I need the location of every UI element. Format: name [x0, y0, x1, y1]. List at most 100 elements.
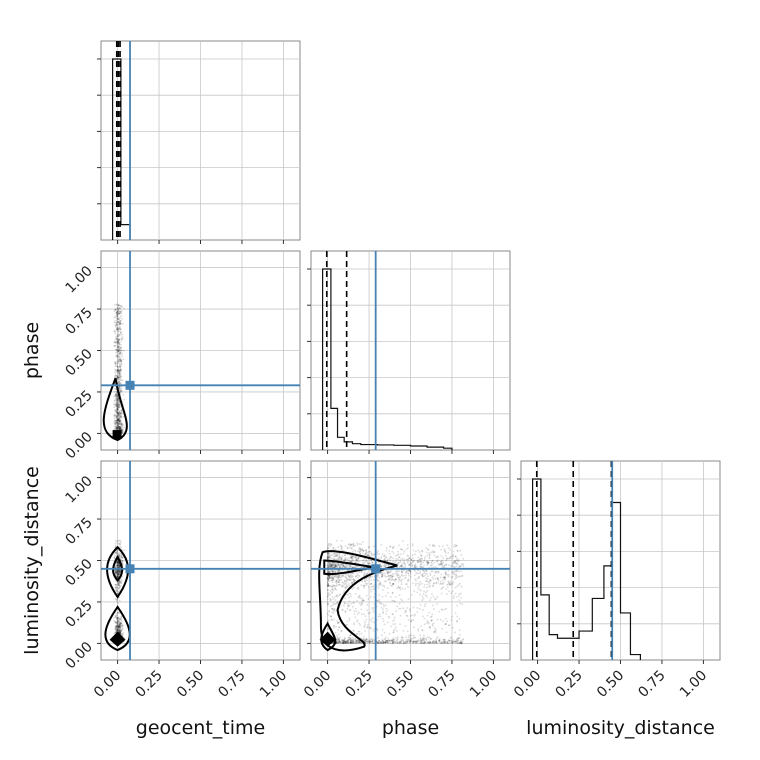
- sample-point: [455, 576, 458, 579]
- sample-point: [117, 576, 119, 579]
- sample-point: [119, 391, 122, 394]
- sample-point: [423, 571, 426, 574]
- sample-point: [117, 414, 119, 416]
- sample-point: [409, 640, 412, 642]
- sample-point: [118, 411, 120, 414]
- sample-point: [383, 631, 386, 634]
- sample-point: [349, 573, 352, 576]
- sample-point: [116, 369, 119, 372]
- sample-point: [442, 583, 444, 585]
- sample-point: [392, 637, 395, 640]
- sample-point: [326, 547, 329, 549]
- sample-point: [403, 577, 406, 580]
- sample-point: [118, 346, 121, 349]
- sample-point: [371, 638, 374, 641]
- sample-point: [331, 570, 334, 573]
- sample-point: [118, 404, 121, 407]
- sample-point: [450, 592, 453, 595]
- sample-point: [119, 387, 122, 390]
- sample-point: [122, 632, 125, 634]
- sample-point: [406, 561, 409, 564]
- sample-point: [117, 419, 120, 422]
- sample-point: [115, 375, 118, 377]
- sample-point: [423, 617, 426, 620]
- sample-point: [399, 607, 402, 610]
- sample-point: [341, 549, 343, 552]
- sample-point: [115, 392, 118, 395]
- sample-point: [346, 594, 349, 597]
- sample-point: [347, 578, 349, 581]
- sample-point: [384, 604, 387, 607]
- sample-point: [444, 572, 447, 575]
- sample-point: [462, 565, 465, 568]
- sample-point: [326, 585, 329, 588]
- sample-point: [359, 551, 361, 553]
- sample-point: [423, 623, 426, 626]
- sample-point: [329, 565, 332, 567]
- sample-point: [116, 576, 119, 579]
- sample-point: [347, 543, 350, 546]
- sample-point: [408, 564, 411, 566]
- sample-point: [454, 574, 457, 576]
- sample-point: [392, 638, 395, 641]
- sample-point: [429, 637, 432, 640]
- sample-point: [327, 554, 330, 557]
- sample-point: [357, 556, 359, 558]
- sample-point: [432, 585, 435, 588]
- sample-point: [460, 564, 463, 567]
- sample-point: [342, 581, 345, 584]
- sample-point: [386, 572, 389, 575]
- sample-point: [376, 574, 379, 577]
- sample-point: [420, 640, 423, 643]
- sample-point: [119, 415, 122, 418]
- sample-point: [380, 557, 382, 560]
- sample-point: [356, 542, 359, 545]
- sample-point: [118, 312, 120, 315]
- sample-point: [447, 551, 450, 554]
- sample-point: [116, 411, 119, 414]
- sample-point: [328, 575, 330, 578]
- sample-point: [115, 336, 117, 339]
- sample-point: [440, 642, 442, 645]
- sample-point: [327, 578, 329, 581]
- sample-point: [414, 564, 417, 567]
- sample-point: [332, 625, 335, 628]
- sample-point: [451, 571, 454, 573]
- sample-point: [337, 637, 339, 640]
- sample-point: [426, 586, 428, 589]
- sample-point: [117, 417, 120, 420]
- sample-point: [459, 640, 462, 643]
- sample-point: [385, 639, 388, 642]
- sample-point: [119, 622, 122, 625]
- sample-point: [117, 629, 119, 632]
- sample-point: [326, 594, 329, 597]
- sample-point: [335, 584, 338, 587]
- sample-point: [435, 560, 438, 563]
- sample-point: [117, 307, 120, 310]
- sample-point: [383, 584, 385, 587]
- sample-point: [349, 595, 352, 598]
- sample-point: [119, 629, 122, 632]
- sample-point: [414, 636, 417, 639]
- sample-point: [117, 321, 120, 323]
- sample-point: [344, 582, 347, 584]
- sample-point: [114, 570, 117, 573]
- sample-point: [327, 577, 330, 580]
- sample-point: [419, 558, 422, 561]
- sample-point: [118, 318, 121, 321]
- sample-point: [329, 562, 332, 565]
- sample-point: [119, 350, 122, 353]
- sample-point: [116, 411, 118, 414]
- sample-point: [119, 426, 121, 429]
- sample-point: [118, 628, 121, 631]
- sample-point: [432, 595, 435, 598]
- sample-point: [344, 610, 347, 613]
- sample-point: [354, 556, 357, 559]
- sample-point: [118, 369, 121, 372]
- sample-point: [416, 607, 419, 609]
- sample-point: [357, 557, 360, 559]
- sample-point: [435, 640, 437, 643]
- sample-point: [117, 425, 120, 428]
- sample-point: [417, 582, 419, 585]
- sample-point: [348, 609, 351, 612]
